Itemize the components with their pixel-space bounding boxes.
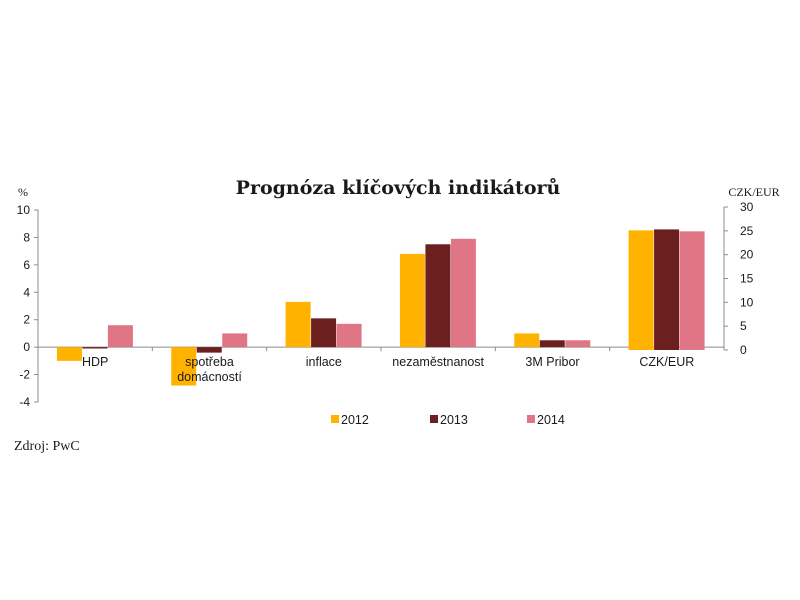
left-axis-tick-label: -2 bbox=[19, 368, 30, 382]
category-label: inflace bbox=[306, 355, 342, 369]
right-axis-unit: CZK/EUR bbox=[728, 185, 779, 199]
bar-2013 bbox=[311, 318, 337, 348]
legend-label-2012: 2012 bbox=[341, 413, 369, 427]
right-axis-tick-label: 10 bbox=[740, 295, 754, 309]
source-note: Zdroj: PwC bbox=[14, 439, 80, 454]
right-axis-tick-label: 30 bbox=[740, 200, 754, 214]
bar-2014 bbox=[450, 238, 476, 348]
right-axis-tick-label: 0 bbox=[740, 343, 747, 357]
bar-2013 bbox=[425, 244, 451, 348]
bar-2012 bbox=[399, 253, 425, 348]
bar-2013 bbox=[82, 347, 108, 349]
bar-2013 bbox=[539, 340, 565, 348]
legend-swatch-2014 bbox=[527, 415, 535, 423]
legend-label-2013: 2013 bbox=[440, 413, 468, 427]
category-label: domácností bbox=[177, 370, 242, 384]
left-axis-unit: % bbox=[18, 185, 28, 199]
bar-2014 bbox=[679, 231, 705, 350]
bar-2014 bbox=[336, 323, 362, 348]
left-axis-tick-label: -4 bbox=[19, 395, 30, 409]
plot-area: -4 -2 0 2 4 6 8 10 0 5 10 15 20 25 30 HDP spotřebadomácn… bbox=[17, 200, 754, 427]
left-axis-tick-label: 10 bbox=[17, 203, 31, 217]
chart-title: Prognóza klíčových indikátorů bbox=[236, 177, 561, 199]
bar-2012 bbox=[285, 301, 311, 348]
bar-2012 bbox=[56, 347, 82, 361]
bar-2014 bbox=[107, 325, 133, 348]
left-axis-tick-label: 0 bbox=[23, 340, 30, 354]
category-label: spotřeba bbox=[185, 355, 234, 369]
bar-2014 bbox=[222, 333, 248, 348]
legend-label-2014: 2014 bbox=[537, 413, 565, 427]
right-axis-tick-label: 20 bbox=[740, 248, 754, 262]
left-axis-tick-label: 6 bbox=[23, 258, 30, 272]
bar-2012 bbox=[171, 347, 197, 386]
legend-swatch-2013 bbox=[430, 415, 438, 423]
bar-2012 bbox=[514, 333, 540, 348]
bar-2014 bbox=[565, 340, 591, 348]
right-axis-tick-label: 15 bbox=[740, 272, 754, 286]
category-label: CZK/EUR bbox=[639, 355, 694, 369]
category-label: nezaměstnanost bbox=[392, 355, 484, 369]
bar-2012 bbox=[628, 230, 654, 350]
left-axis-tick-label: 8 bbox=[23, 230, 30, 244]
left-axis-tick-label: 2 bbox=[23, 313, 30, 327]
bar-2013 bbox=[654, 229, 680, 350]
right-axis-tick-label: 5 bbox=[740, 319, 747, 333]
category-label: HDP bbox=[82, 355, 108, 369]
bar-2013 bbox=[196, 347, 222, 353]
legend-swatch-2012 bbox=[331, 415, 339, 423]
left-axis-tick-label: 4 bbox=[23, 285, 30, 299]
category-label: 3M Pribor bbox=[525, 355, 579, 369]
right-axis-tick-label: 25 bbox=[740, 224, 754, 238]
